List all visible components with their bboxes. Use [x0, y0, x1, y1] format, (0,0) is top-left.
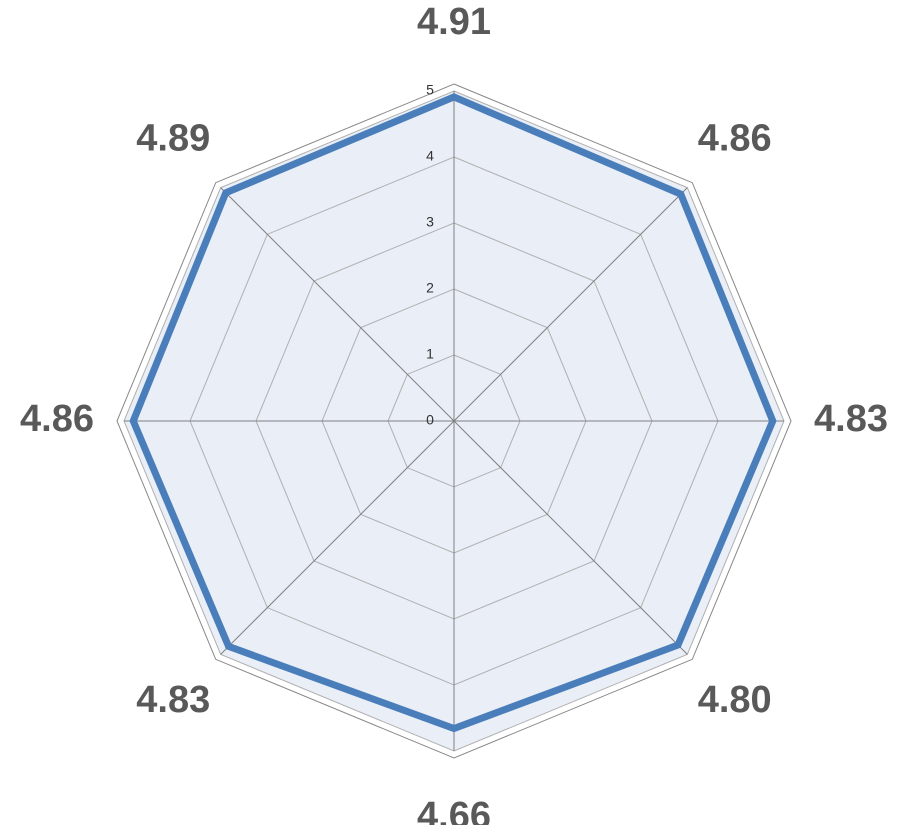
tick-label: 1	[426, 346, 434, 362]
data-label: 4.86	[698, 117, 772, 159]
spoke	[453, 187, 688, 422]
data-label: 4.80	[698, 679, 772, 721]
data-label: 4.66	[417, 795, 491, 825]
tick-label: 3	[426, 214, 434, 230]
spoke	[220, 420, 455, 655]
spoke	[220, 187, 455, 422]
data-label: 4.91	[417, 1, 491, 43]
spoke	[453, 420, 688, 655]
tick-label: 0	[426, 412, 434, 428]
tick-label: 2	[426, 280, 434, 296]
tick-label: 4	[426, 148, 434, 164]
data-label: 4.89	[136, 117, 210, 159]
data-label: 4.83	[814, 398, 888, 440]
data-label: 4.83	[136, 679, 210, 721]
outer-border	[116, 83, 792, 759]
tick-label: 5	[426, 82, 434, 98]
data-label: 4.86	[20, 398, 94, 440]
series-line	[129, 93, 777, 733]
